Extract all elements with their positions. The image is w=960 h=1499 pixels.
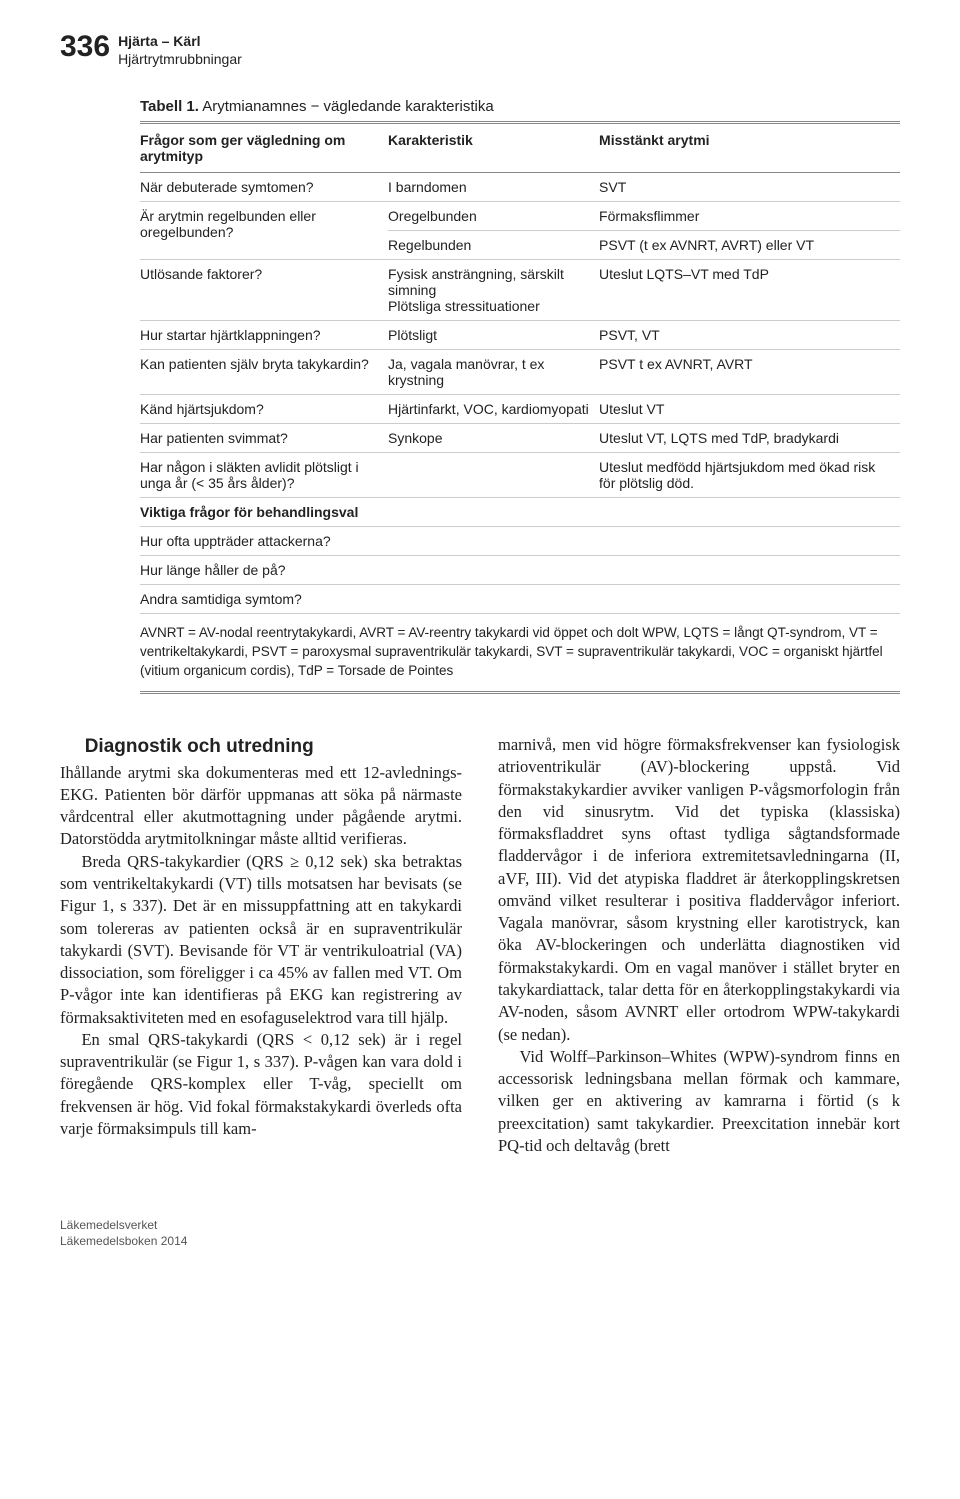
table-cell-question: Kan patienten själv bryta takykardin?: [140, 350, 388, 395]
table-body: När debuterade symtomen?I barndomenSVTÄr…: [140, 173, 900, 693]
table-cell-question: Hur ofta uppträder attackerna?: [140, 527, 900, 556]
table-cell-misstankt: Uteslut medfödd hjärtsjukdom med ökad ri…: [599, 453, 900, 498]
table-cell-karakteristik: [388, 453, 599, 498]
left-column: Diagnostik och utredning Ihållande arytm…: [60, 734, 462, 1157]
table-cell-misstankt: SVT: [599, 173, 900, 202]
table-row: Hur startar hjärtklappningen?PlötsligtPS…: [140, 321, 900, 350]
table-cell-misstankt: Förmaksflimmer: [599, 202, 900, 231]
table-row: När debuterade symtomen?I barndomenSVT: [140, 173, 900, 202]
table-row: Känd hjärtsjukdom?Hjärtinfarkt, VOC, kar…: [140, 395, 900, 424]
table-cell-misstankt: PSVT, VT: [599, 321, 900, 350]
table-cell-karakteristik: Plötsligt: [388, 321, 599, 350]
table-cell-question: Känd hjärtsjukdom?: [140, 395, 388, 424]
footer-line2: Läkemedelsboken 2014: [60, 1233, 900, 1249]
section-heading: Diagnostik och utredning: [60, 734, 462, 760]
page-footer: Läkemedelsverket Läkemedelsboken 2014: [60, 1217, 900, 1249]
table-caption: Arytmianamnes − vägledande karakteristik…: [199, 98, 494, 115]
footer-line1: Läkemedelsverket: [60, 1217, 900, 1233]
table-row: Är arytmin regelbunden eller oregelbunde…: [140, 202, 900, 231]
table-cell-question: Hur länge håller de på?: [140, 556, 900, 585]
header-line2: Hjärtrytmrubbningar: [118, 51, 242, 67]
table-row: Har någon i släkten avlidit plötsligt i …: [140, 453, 900, 498]
body-paragraph: Breda QRS-takykardier (QRS ≥ 0,12 sek) s…: [60, 851, 462, 1029]
table-cell-karakteristik: Fysisk ansträngning, särskilt simning Pl…: [388, 260, 599, 321]
table-cell-misstankt: Uteslut VT, LQTS med TdP, bradykardi: [599, 424, 900, 453]
table-number: Tabell 1.: [140, 98, 199, 115]
table-abbrev-row: AVNRT = AV-nodal reentrytakykardi, AVRT …: [140, 614, 900, 693]
table-row: Hur länge håller de på?: [140, 556, 900, 585]
header-category: Hjärta – Kärl Hjärtrytmrubbningar: [118, 32, 242, 68]
table-cell-karakteristik: Regelbunden: [388, 231, 599, 260]
table-row: Hur ofta uppträder attackerna?: [140, 527, 900, 556]
table-row: Viktiga frågor för behandlingsval: [140, 498, 900, 527]
col-header-misstankt: Misstänkt arytmi: [599, 123, 900, 173]
right-column: marnivå, men vid högre förmaksfrekvenser…: [498, 734, 900, 1157]
table-cell-question: Andra samtidiga symtom?: [140, 585, 900, 614]
table-cell-karakteristik: Hjärtinfarkt, VOC, kardiomyopati: [388, 395, 599, 424]
table-abbrev-cell: AVNRT = AV-nodal reentrytakykardi, AVRT …: [140, 614, 900, 693]
header-line1: Hjärta – Kärl: [118, 33, 200, 49]
table-row: Kan patienten själv bryta takykardin?Ja,…: [140, 350, 900, 395]
table-cell-question: Hur startar hjärtklappningen?: [140, 321, 388, 350]
anamnes-table: Frågor som ger vägledning om arytmityp K…: [140, 121, 900, 694]
table-cell-karakteristik: Synkope: [388, 424, 599, 453]
table-cell-karakteristik: Oregelbunden: [388, 202, 599, 231]
table-cell-misstankt: PSVT (t ex AVNRT, AVRT) eller VT: [599, 231, 900, 260]
table-header-row: Frågor som ger vägledning om arytmityp K…: [140, 123, 900, 173]
table-row: Utlösande faktorer?Fysisk ansträngning, …: [140, 260, 900, 321]
table-cell-question: Är arytmin regelbunden eller oregelbunde…: [140, 202, 388, 260]
col-header-question: Frågor som ger vägledning om arytmityp: [140, 123, 388, 173]
page-header: 336 Hjärta – Kärl Hjärtrytmrubbningar: [60, 30, 900, 68]
body-paragraph: Vid Wolff–Parkinson–Whites (WPW)-syndrom…: [498, 1046, 900, 1157]
table-cell-question: Har patienten svimmat?: [140, 424, 388, 453]
table-row: Har patienten svimmat?SynkopeUteslut VT,…: [140, 424, 900, 453]
table-cell-question: Har någon i släkten avlidit plötsligt i …: [140, 453, 388, 498]
table-cell-misstankt: Uteslut LQTS–VT med TdP: [599, 260, 900, 321]
table-row: Andra samtidiga symtom?: [140, 585, 900, 614]
body-text: Diagnostik och utredning Ihållande arytm…: [60, 734, 900, 1157]
table-cell-misstankt: PSVT t ex AVNRT, AVRT: [599, 350, 900, 395]
table-cell-misstankt: Uteslut VT: [599, 395, 900, 424]
table-cell-question: Viktiga frågor för behandlingsval: [140, 498, 900, 527]
table-cell-karakteristik: Ja, vagala manövrar, t ex krystning: [388, 350, 599, 395]
table-cell-question: När debuterade symtomen?: [140, 173, 388, 202]
body-paragraph: marnivå, men vid högre förmaksfrekvenser…: [498, 734, 900, 1046]
body-paragraph: En smal QRS-takykardi (QRS < 0,12 sek) ä…: [60, 1029, 462, 1140]
page-number: 336: [60, 30, 110, 64]
body-paragraph: Ihållande arytmi ska dokumenteras med et…: [60, 762, 462, 851]
table-title: Tabell 1. Arytmianamnes − vägledande kar…: [140, 98, 900, 115]
col-header-karakteristik: Karakteristik: [388, 123, 599, 173]
table-container: Tabell 1. Arytmianamnes − vägledande kar…: [140, 98, 900, 694]
table-cell-question: Utlösande faktorer?: [140, 260, 388, 321]
table-cell-karakteristik: I barndomen: [388, 173, 599, 202]
